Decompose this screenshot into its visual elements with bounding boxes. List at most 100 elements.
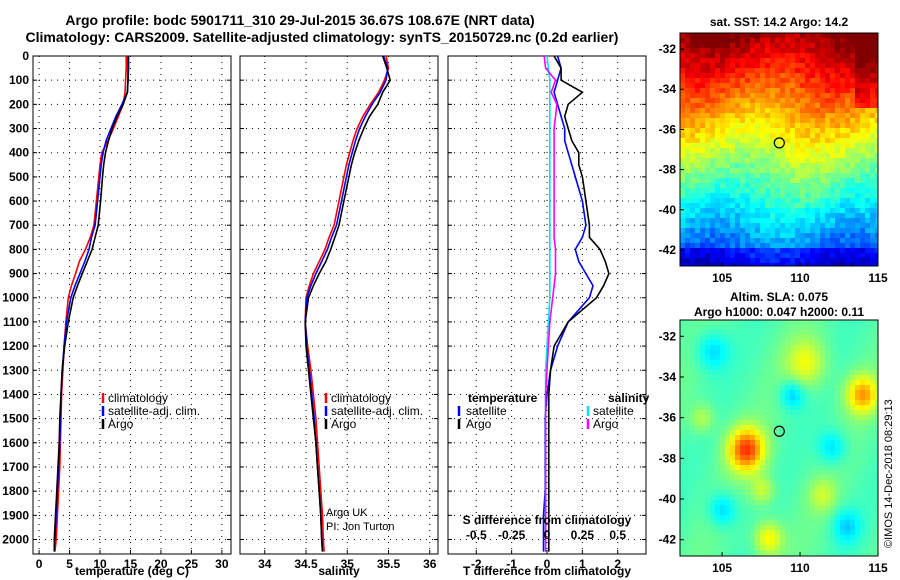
map-cell bbox=[690, 83, 696, 89]
map-cell bbox=[790, 168, 796, 174]
map-cell bbox=[760, 208, 766, 214]
map-cell bbox=[810, 460, 816, 466]
map-cell bbox=[680, 520, 686, 526]
map-cell bbox=[795, 213, 801, 219]
map-cell bbox=[705, 320, 711, 326]
map-cell bbox=[705, 233, 711, 239]
map-cell bbox=[870, 470, 876, 476]
map-cell bbox=[705, 98, 711, 104]
map-cell bbox=[840, 505, 846, 511]
map-cell bbox=[875, 123, 878, 129]
map-cell bbox=[860, 405, 866, 411]
map-cell bbox=[680, 530, 686, 536]
map-cell bbox=[710, 365, 716, 371]
map-cell bbox=[740, 178, 746, 184]
map-cell bbox=[815, 103, 821, 109]
map-cell bbox=[810, 133, 816, 139]
map-cell bbox=[815, 325, 821, 331]
map-cell bbox=[685, 545, 691, 551]
map-cell bbox=[860, 330, 866, 336]
map-cell bbox=[750, 385, 756, 391]
map-cell bbox=[805, 375, 811, 381]
map-cell bbox=[690, 133, 696, 139]
map-cell bbox=[870, 158, 876, 164]
map-cell bbox=[685, 525, 691, 531]
map-cell bbox=[750, 178, 756, 184]
map-cell bbox=[725, 258, 731, 264]
map-cell bbox=[725, 540, 731, 546]
map-cell bbox=[735, 495, 741, 501]
map-cell bbox=[810, 168, 816, 174]
map-cell bbox=[730, 495, 736, 501]
map-cell bbox=[800, 530, 806, 536]
map-cell bbox=[860, 495, 866, 501]
map-cell bbox=[680, 73, 686, 79]
map-cell bbox=[770, 73, 776, 79]
map-cell bbox=[695, 153, 701, 159]
map-cell bbox=[800, 465, 806, 471]
map-cell bbox=[695, 188, 701, 194]
map-cell bbox=[835, 158, 841, 164]
map-cell bbox=[800, 198, 806, 204]
map-cell bbox=[715, 345, 721, 351]
map-cell bbox=[850, 515, 856, 521]
map-cell bbox=[700, 43, 706, 49]
map-cell bbox=[810, 83, 816, 89]
map-cell bbox=[710, 335, 716, 341]
map-cell bbox=[710, 63, 716, 69]
map-cell bbox=[790, 243, 796, 249]
map-cell bbox=[780, 435, 786, 441]
map-cell bbox=[725, 148, 731, 154]
map-cell bbox=[690, 158, 696, 164]
map-cell bbox=[695, 233, 701, 239]
map-cell bbox=[775, 203, 781, 209]
map-cell bbox=[720, 93, 726, 99]
map-cell bbox=[865, 218, 871, 224]
map-cell bbox=[740, 53, 746, 59]
map-cell bbox=[875, 370, 878, 376]
map-cell bbox=[840, 345, 846, 351]
map-cell bbox=[850, 213, 856, 219]
map-cell bbox=[795, 325, 801, 331]
map-cell bbox=[690, 525, 696, 531]
map-cell bbox=[825, 535, 831, 541]
map-cell bbox=[720, 113, 726, 119]
map-cell bbox=[770, 208, 776, 214]
map-cell bbox=[875, 500, 878, 506]
map-cell bbox=[720, 68, 726, 74]
map-cell bbox=[780, 480, 786, 486]
map-cell bbox=[835, 420, 841, 426]
map-cell bbox=[825, 258, 831, 264]
map-cell bbox=[860, 168, 866, 174]
map-cell bbox=[765, 360, 771, 366]
map-cell bbox=[820, 153, 826, 159]
map-cell bbox=[730, 335, 736, 341]
map-cell bbox=[770, 58, 776, 64]
map-cell bbox=[865, 178, 871, 184]
map-cell bbox=[690, 243, 696, 249]
map-cell bbox=[760, 360, 766, 366]
map-cell bbox=[810, 405, 816, 411]
map-cell bbox=[680, 385, 686, 391]
map-cell bbox=[735, 475, 741, 481]
map-cell bbox=[790, 325, 796, 331]
map-cell bbox=[845, 68, 851, 74]
map-cell bbox=[810, 233, 816, 239]
map-cell bbox=[685, 153, 691, 159]
map-cell bbox=[710, 128, 716, 134]
map-cell bbox=[705, 118, 711, 124]
map-cell bbox=[685, 128, 691, 134]
map-cell bbox=[770, 340, 776, 346]
map-cell bbox=[730, 505, 736, 511]
map-cell bbox=[830, 68, 836, 74]
map-cell bbox=[805, 158, 811, 164]
map-cell bbox=[760, 68, 766, 74]
map-cell bbox=[720, 490, 726, 496]
map-cell bbox=[775, 520, 781, 526]
map-cell bbox=[835, 425, 841, 431]
map-cell bbox=[695, 238, 701, 244]
map-cell bbox=[745, 520, 751, 526]
map-cell bbox=[760, 238, 766, 244]
map-cell bbox=[765, 63, 771, 69]
